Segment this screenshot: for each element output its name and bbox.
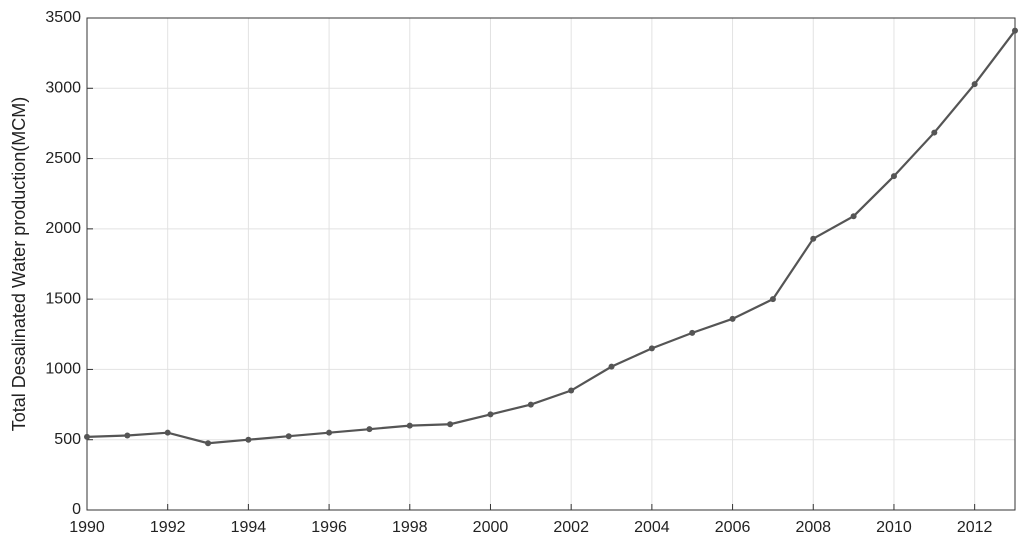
data-point bbox=[447, 421, 454, 428]
x-tick-label: 2002 bbox=[553, 519, 589, 536]
data-point bbox=[810, 235, 817, 242]
data-point bbox=[890, 173, 897, 180]
data-point bbox=[326, 429, 333, 436]
data-point bbox=[487, 411, 494, 418]
data-point bbox=[971, 81, 978, 88]
x-tick-label: 1996 bbox=[311, 519, 347, 536]
data-point bbox=[366, 426, 373, 433]
data-point bbox=[84, 433, 90, 440]
data-point bbox=[527, 401, 534, 408]
y-tick-label: 500 bbox=[54, 431, 81, 448]
x-tick-label: 2008 bbox=[795, 519, 831, 536]
data-point bbox=[164, 429, 171, 436]
y-tick-label: 3000 bbox=[45, 80, 81, 97]
data-point bbox=[729, 315, 736, 322]
data-point bbox=[568, 387, 575, 394]
data-point bbox=[1012, 27, 1018, 34]
data-point bbox=[608, 363, 615, 370]
y-tick-label: 1500 bbox=[45, 290, 81, 307]
data-line bbox=[86, 29, 1016, 445]
y-tick-label: 0 bbox=[72, 501, 81, 518]
data-point bbox=[689, 329, 696, 336]
y-tick-label: 2000 bbox=[45, 220, 81, 237]
x-tick-label: 1994 bbox=[231, 519, 267, 536]
x-tick-label: 1990 bbox=[69, 519, 105, 536]
data-point bbox=[406, 422, 413, 429]
data-point bbox=[285, 433, 292, 440]
x-tick-label: 2012 bbox=[957, 519, 993, 536]
data-point bbox=[124, 432, 131, 439]
x-tick-label: 2006 bbox=[715, 519, 751, 536]
x-tick-label: 2010 bbox=[876, 519, 912, 536]
x-tick-label: 1992 bbox=[150, 519, 186, 536]
data-point bbox=[931, 129, 938, 136]
data-point bbox=[245, 436, 252, 443]
plot-frame bbox=[86, 17, 1016, 511]
data-point bbox=[205, 440, 212, 447]
x-tick-label: 2004 bbox=[634, 519, 670, 536]
x-tick-label: 1998 bbox=[392, 519, 428, 536]
y-tick-label: 3500 bbox=[45, 9, 81, 26]
data-point bbox=[850, 213, 857, 220]
data-point bbox=[769, 296, 776, 303]
data-point bbox=[648, 345, 655, 352]
y-tick-label: 2500 bbox=[45, 150, 81, 167]
y-tick-label: 1000 bbox=[45, 361, 81, 378]
y-axis-label: Total Desalinated Water production(MCM) bbox=[9, 97, 29, 431]
x-tick-label: 2000 bbox=[473, 519, 509, 536]
